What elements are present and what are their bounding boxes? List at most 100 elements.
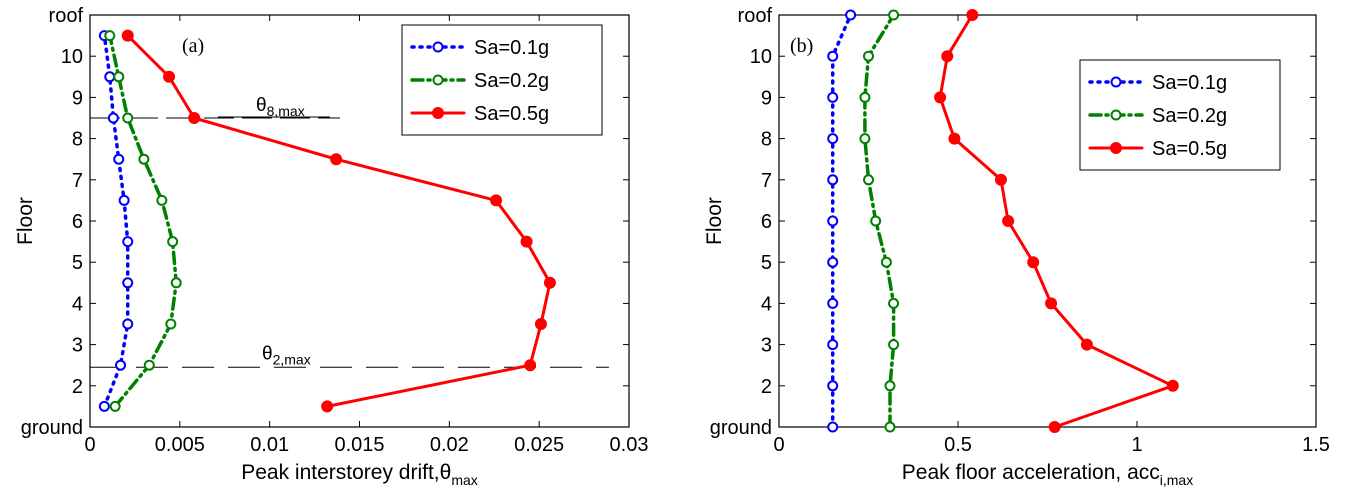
x-tick-label: 0.5: [944, 434, 972, 456]
x-tick-label: 0.005: [155, 434, 205, 456]
y-tick-label: 6: [72, 211, 83, 233]
data-point: [321, 400, 334, 413]
legend-entry: Sa=0.1g: [474, 37, 549, 59]
data-point: [845, 9, 857, 21]
data-point: [1166, 379, 1179, 392]
data-point: [98, 400, 110, 412]
legend-swatch-marker: [1110, 76, 1122, 88]
legend-swatch-marker: [432, 41, 444, 53]
legend-entry: Sa=0.2g: [1152, 105, 1227, 127]
data-point: [941, 50, 954, 63]
data-point: [888, 339, 900, 351]
data-point: [109, 400, 121, 412]
y-tick-label: ground: [710, 417, 772, 439]
series-line: [126, 34, 552, 408]
series-sa-0-2g: [104, 30, 182, 412]
chart-panel-b: 0 0.5 1 1.5 ground 2 3 4 5 6 7 8 9 10 roof Peak floor a…: [703, 5, 1330, 488]
data-point: [122, 236, 134, 248]
legend-swatch-marker: [1110, 109, 1122, 121]
data-point: [113, 153, 125, 165]
x-axis-label: Peak floor acceleration, acci,max: [902, 461, 1193, 488]
annotation-theta2: θ2,max: [262, 343, 311, 367]
series-line: [830, 13, 853, 429]
y-tick-label: 10: [750, 46, 772, 68]
x-tick-label: 0.02: [430, 434, 469, 456]
y-tick-label: 8: [761, 129, 772, 151]
data-point: [156, 194, 168, 206]
legend-entry: Sa=0.1g: [1152, 72, 1227, 94]
data-point: [884, 380, 896, 392]
series-sa-0-1g: [98, 30, 134, 412]
legend-swatch-marker: [432, 107, 444, 119]
data-point: [113, 71, 125, 83]
x-tick-label: 0.025: [514, 434, 564, 456]
panel-label: (a): [182, 35, 204, 57]
data-point: [994, 173, 1007, 186]
data-point: [1045, 297, 1058, 310]
series-sa-0-2g: [859, 9, 900, 433]
data-point: [490, 194, 503, 207]
data-point: [122, 318, 134, 330]
data-point: [859, 91, 871, 103]
data-point: [163, 70, 176, 83]
data-point: [888, 297, 900, 309]
data-point: [827, 297, 839, 309]
y-axis-label: Floor: [703, 197, 726, 245]
data-point: [107, 112, 119, 124]
y-tick-label: 4: [72, 293, 83, 315]
series-sa-0-1g: [827, 9, 857, 433]
data-point: [118, 194, 130, 206]
y-tick-label: 8: [72, 129, 83, 151]
data-point: [827, 380, 839, 392]
data-point: [1027, 256, 1040, 269]
data-point: [948, 132, 961, 145]
series-sa-0-5g: [934, 9, 1179, 433]
data-point: [138, 153, 150, 165]
data-point: [863, 50, 874, 62]
y-tick-label: 10: [61, 46, 83, 68]
y-tick-label: 5: [761, 252, 772, 274]
y-tick-label: 3: [761, 335, 772, 357]
x-tick-label: 0.01: [250, 434, 289, 456]
x-tick-label: 0: [84, 434, 95, 456]
legend-entry: Sa=0.5g: [474, 103, 549, 125]
data-point: [188, 112, 201, 124]
data-point: [543, 276, 556, 289]
panel-label: (b): [790, 35, 813, 57]
x-tick-label: 0.03: [610, 434, 649, 456]
data-point: [122, 277, 134, 289]
y-tick-label: ground: [21, 417, 83, 439]
data-point: [827, 133, 839, 145]
chart-panel-a: 0 0.005 0.01 0.015 0.02 0.025 0.03 ground 2 3 4 5 6 7…: [14, 5, 648, 488]
data-point: [104, 71, 116, 83]
data-point: [827, 421, 839, 433]
data-point: [121, 29, 134, 42]
data-point: [170, 277, 182, 289]
data-point: [880, 256, 892, 268]
data-point: [827, 215, 839, 227]
legend-entry: Sa=0.2g: [474, 70, 549, 92]
y-tick-label: 2: [761, 376, 772, 398]
y-axis-label: Floor: [14, 197, 37, 245]
x-tick-label: 0: [773, 434, 784, 456]
y-tick-label: 5: [72, 252, 83, 274]
annotation-theta8: θ8,max: [256, 95, 305, 119]
y-tick-label: 9: [72, 87, 83, 109]
y-tick-label: 6: [761, 211, 772, 233]
data-point: [115, 359, 127, 371]
legend-swatch-marker: [1110, 142, 1122, 154]
y-tick-label: roof: [49, 5, 84, 27]
y-tick-label: 9: [761, 87, 772, 109]
x-axis-label: Peak interstorey drift,θmax: [241, 461, 478, 488]
legend-entry: Sa=0.5g: [1152, 138, 1227, 160]
series-line: [102, 33, 130, 409]
data-point: [966, 9, 979, 21]
data-point: [827, 339, 839, 351]
legend-swatch-marker: [432, 74, 444, 86]
data-point: [827, 256, 839, 268]
y-tick-label: 7: [72, 170, 83, 192]
data-point: [934, 91, 947, 104]
legend: Sa=0.1g Sa=0.2g Sa=0.5g: [401, 24, 603, 136]
series-sa-0-5g: [121, 29, 556, 413]
